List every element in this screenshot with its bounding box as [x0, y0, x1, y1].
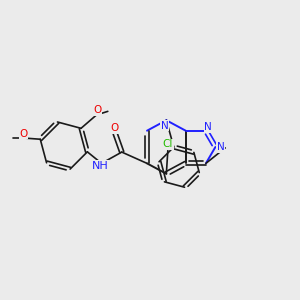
Text: Cl: Cl: [163, 139, 173, 149]
Text: O: O: [110, 123, 118, 133]
Text: N: N: [217, 142, 225, 152]
Text: O: O: [19, 129, 27, 139]
Text: NH: NH: [92, 161, 108, 171]
Text: O: O: [94, 106, 102, 116]
Text: N: N: [204, 122, 212, 132]
Text: N: N: [161, 121, 169, 130]
